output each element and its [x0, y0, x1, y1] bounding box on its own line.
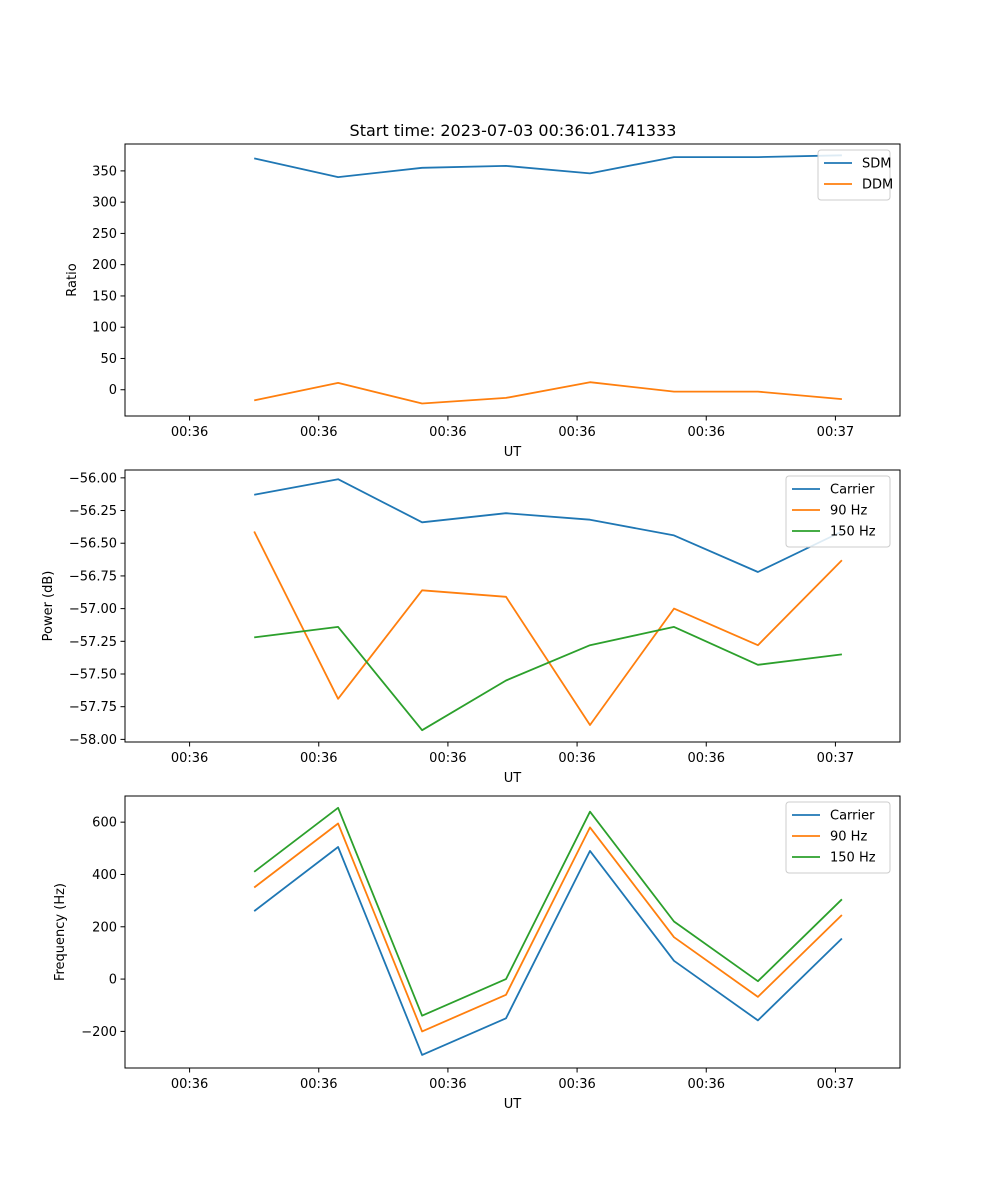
- x-tick-label: 00:36: [558, 1077, 595, 1092]
- y-axis-label: Frequency (Hz): [53, 883, 68, 981]
- legend: SDM DDM: [817, 149, 893, 201]
- y-tick-label: −56.75: [69, 569, 117, 584]
- y-tick-label: −57.25: [69, 635, 117, 650]
- x-tick-label: 00:36: [429, 425, 466, 440]
- x-tick-label: 00:36: [171, 751, 208, 766]
- chart-panel-3: 00:36 00:36 00:36 00:36 00:36 00:37 −200 0 200 40…: [53, 795, 901, 1112]
- chart-panel-2: 00:36 00:36 00:36 00:36 00:36 00:37 −58.00 −57.…: [41, 469, 901, 786]
- x-tick-label: 00:36: [429, 1077, 466, 1092]
- y-tick-label: −56.00: [69, 471, 117, 486]
- x-tick-label: 00:36: [171, 1077, 208, 1092]
- y-axis-label: Power (dB): [41, 571, 56, 642]
- series-line-90-hz: [253, 531, 843, 726]
- y-tick-label: 100: [92, 321, 117, 336]
- y-tick-label: −57.50: [69, 668, 117, 683]
- series-line-carrier: [254, 478, 843, 573]
- x-tick-label: 00:36: [171, 425, 208, 440]
- series-line-ddm: [254, 381, 842, 405]
- y-tick-label: 300: [92, 196, 117, 211]
- legend-label: SDM: [862, 157, 891, 172]
- y-tick-label: 250: [92, 227, 117, 242]
- x-axis-label: UT: [504, 771, 522, 786]
- y-tick-label: 400: [92, 868, 117, 883]
- y-tick-label: 350: [92, 164, 117, 179]
- plot-frame: [124, 795, 901, 1069]
- x-tick-label: 00:36: [300, 1077, 337, 1092]
- x-tick-label: 00:36: [429, 751, 466, 766]
- chart-panels: 00:36 00:36 00:36 00:36 00:36 00:37 0 50 100 150 2…: [41, 143, 901, 1112]
- legend-box: [785, 475, 891, 548]
- legend-label: 150 Hz: [830, 851, 876, 866]
- y-axis-label: Ratio: [65, 263, 80, 296]
- series-line-carrier: [253, 846, 843, 1056]
- y-tick-label: −56.50: [69, 537, 117, 552]
- x-tick-label: 00:36: [688, 425, 725, 440]
- legend-label: 90 Hz: [830, 504, 867, 519]
- x-axis-label: UT: [504, 445, 522, 460]
- legend-label: 90 Hz: [830, 830, 867, 845]
- y-tick-label: 0: [109, 973, 117, 988]
- legend-label: DDM: [862, 178, 893, 193]
- x-tick-label: 00:36: [688, 1077, 725, 1092]
- y-tick-label: −57.00: [69, 602, 117, 617]
- legend-box: [785, 801, 891, 874]
- x-tick-label: 00:36: [300, 751, 337, 766]
- y-tick-label: 200: [92, 258, 117, 273]
- legend-label: Carrier: [830, 809, 875, 824]
- x-axis-label: UT: [504, 1097, 522, 1112]
- legend-label: Carrier: [830, 483, 875, 498]
- y-tick-label: −58.00: [69, 733, 117, 748]
- chart-panel-1: 00:36 00:36 00:36 00:36 00:36 00:37 0 50 100 150 2…: [65, 143, 901, 460]
- series-line-90-hz: [253, 822, 843, 1033]
- plot-frame: [124, 143, 901, 417]
- legend: Carrier 90 Hz 150 Hz: [785, 475, 891, 548]
- series-line-150-hz: [253, 806, 843, 1017]
- y-tick-label: −56.25: [69, 504, 117, 519]
- y-tick-label: 150: [92, 289, 117, 304]
- x-tick-label: 00:37: [817, 425, 854, 440]
- plot-frame: [124, 469, 901, 743]
- series-line-150-hz: [254, 626, 843, 732]
- x-tick-label: 00:36: [558, 425, 595, 440]
- legend-label: 150 Hz: [830, 525, 876, 540]
- x-tick-label: 00:36: [558, 751, 595, 766]
- x-tick-label: 00:37: [817, 751, 854, 766]
- y-tick-label: 0: [109, 383, 117, 398]
- y-tick-label: 200: [92, 920, 117, 935]
- x-tick-label: 00:36: [688, 751, 725, 766]
- chart-title: Start time: 2023-07-03 00:36:01.741333: [350, 121, 677, 140]
- y-tick-label: 50: [100, 352, 117, 367]
- y-tick-label: −57.75: [69, 700, 117, 715]
- x-tick-label: 00:37: [817, 1077, 854, 1092]
- series-line-sdm: [254, 154, 842, 179]
- x-tick-label: 00:36: [300, 425, 337, 440]
- y-tick-label: −200: [81, 1025, 117, 1040]
- legend: Carrier 90 Hz 150 Hz: [785, 801, 891, 874]
- y-tick-label: 600: [92, 816, 117, 831]
